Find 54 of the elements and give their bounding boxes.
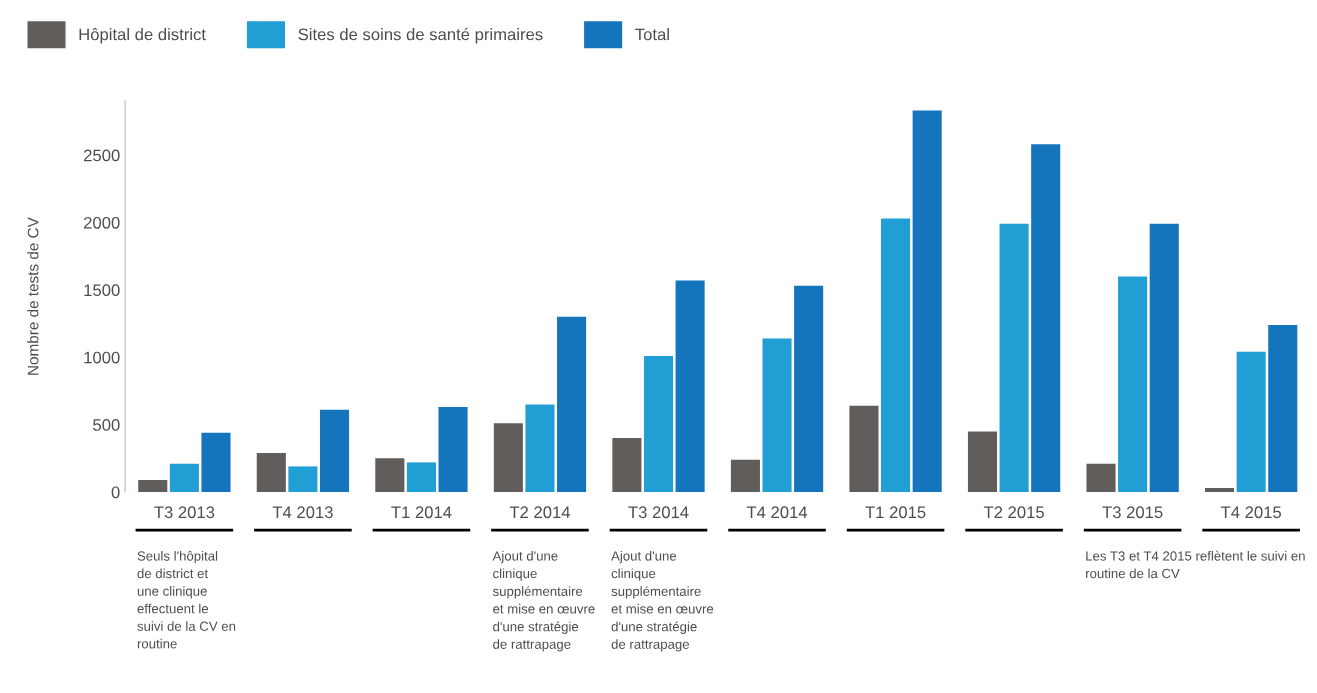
legend-label: Hôpital de district	[79, 27, 206, 44]
text: Les T3 et T4 2015 reflètent le suivi en routine de la CV	[1086, 550, 1305, 579]
y-tick-label: 500	[93, 419, 120, 431]
bar	[1236, 351, 1266, 493]
bar	[406, 462, 436, 493]
bar	[1031, 144, 1061, 493]
y-tick-label: 1500	[84, 284, 120, 297]
bar	[849, 405, 879, 493]
bar	[288, 466, 318, 493]
bar	[967, 431, 998, 493]
y-tick-label: 2000	[84, 216, 120, 229]
x-tick-label: T3 2014	[628, 506, 689, 519]
x-tick-label: T2 2014	[509, 506, 571, 519]
bar	[1118, 276, 1148, 493]
bar	[493, 423, 523, 493]
bar	[1149, 223, 1179, 493]
bar	[881, 218, 911, 493]
bar	[912, 110, 942, 493]
bar	[1205, 487, 1235, 493]
legend-label: Total	[635, 28, 669, 41]
bar	[525, 404, 555, 493]
x-tick-label: T4 2014	[746, 506, 808, 519]
y-axis-title: Nombre de tests de CV	[27, 217, 39, 375]
legend-label: Sites de soins de santé primaires	[298, 27, 543, 44]
text: Ajout d'une clinique supplémentaire et mise en œuvre d'une stratégie de rattrapage	[492, 550, 595, 652]
bar	[730, 459, 760, 493]
x-tick-label: T4 2013	[272, 506, 333, 519]
y-tick-label: 0	[111, 486, 120, 499]
bar	[612, 438, 642, 493]
bar	[999, 223, 1029, 493]
bar	[643, 355, 674, 493]
x-tick-label: T1 2015	[865, 506, 926, 519]
text: Seuls l'hôpital de district et une clinique effectuent le suivi de la CV en routine	[137, 550, 236, 649]
bar	[169, 463, 199, 493]
bar	[557, 316, 587, 493]
bar	[675, 280, 705, 493]
x-tick-label: T3 2013	[154, 506, 215, 519]
bar	[762, 338, 792, 493]
y-tick-label: 1000	[84, 351, 120, 364]
y-tick-label: 2500	[84, 149, 120, 162]
bar	[794, 285, 824, 493]
x-tick-label: T4 2015	[1220, 506, 1282, 519]
bar	[319, 409, 350, 493]
x-tick-label: T1 2014	[391, 506, 452, 519]
text: Ajout d'une clinique supplémentaire et mise en œuvre d'une stratégie de rattrapage	[611, 550, 714, 652]
bar	[256, 452, 286, 493]
bar	[201, 432, 231, 493]
bar	[1086, 463, 1116, 493]
x-tick-label: T2 2015	[983, 506, 1044, 519]
bar	[138, 479, 168, 493]
x-tick-label: T3 2015	[1102, 506, 1163, 519]
bar	[375, 458, 405, 493]
bar	[1268, 324, 1298, 493]
bar	[438, 407, 468, 493]
